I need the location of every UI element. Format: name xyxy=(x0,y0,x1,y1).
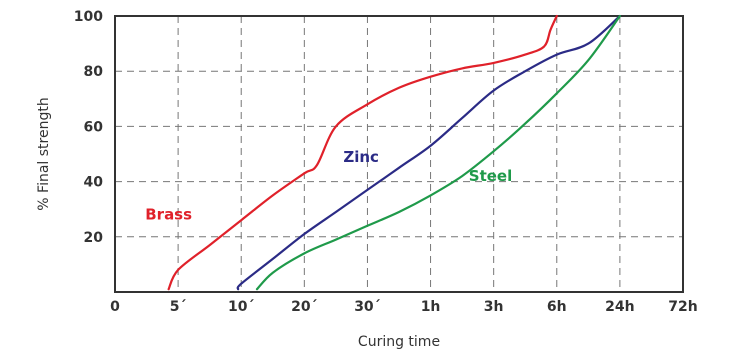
series-label-steel: Steel xyxy=(469,167,512,185)
y-tick-label: 60 xyxy=(84,119,104,135)
series-labels: Brass Zinc Steel xyxy=(145,148,512,224)
x-tick-label: 1h xyxy=(421,299,441,315)
x-tick-label: 3h xyxy=(484,299,504,315)
x-tick-label: 5´ xyxy=(170,299,187,315)
y-tick-label: 80 xyxy=(84,64,104,80)
x-axis-title: Curing time xyxy=(358,334,440,350)
series-line-zinc xyxy=(236,14,621,291)
x-tick-label: 0 xyxy=(110,299,120,315)
x-tick-label: 6h xyxy=(547,299,567,315)
series-line-steel xyxy=(255,14,621,291)
x-tick-label: 10´ xyxy=(228,299,254,315)
y-tick-label: 40 xyxy=(84,175,104,191)
x-tick-label: 24h xyxy=(605,299,634,315)
y-axis-title: % Final strength xyxy=(36,97,52,210)
x-tick-label: 20´ xyxy=(291,299,317,315)
grid-lines xyxy=(115,16,683,292)
series-label-zinc: Zinc xyxy=(343,148,379,166)
x-tick-labels: 0 5´ 10´ 20´ 30´ 1h 3h 6h 24h 72h xyxy=(110,299,698,315)
x-tick-label: 72h xyxy=(668,299,697,315)
series-lines xyxy=(167,14,621,291)
y-tick-labels: 20 40 60 80 100 xyxy=(74,9,103,246)
series-label-brass: Brass xyxy=(145,206,192,224)
x-tick-label: 30´ xyxy=(354,299,380,315)
y-tick-label: 20 xyxy=(84,230,104,246)
plot-frame xyxy=(114,15,684,293)
series-line-brass xyxy=(167,14,558,291)
y-tick-label: 100 xyxy=(74,9,103,25)
